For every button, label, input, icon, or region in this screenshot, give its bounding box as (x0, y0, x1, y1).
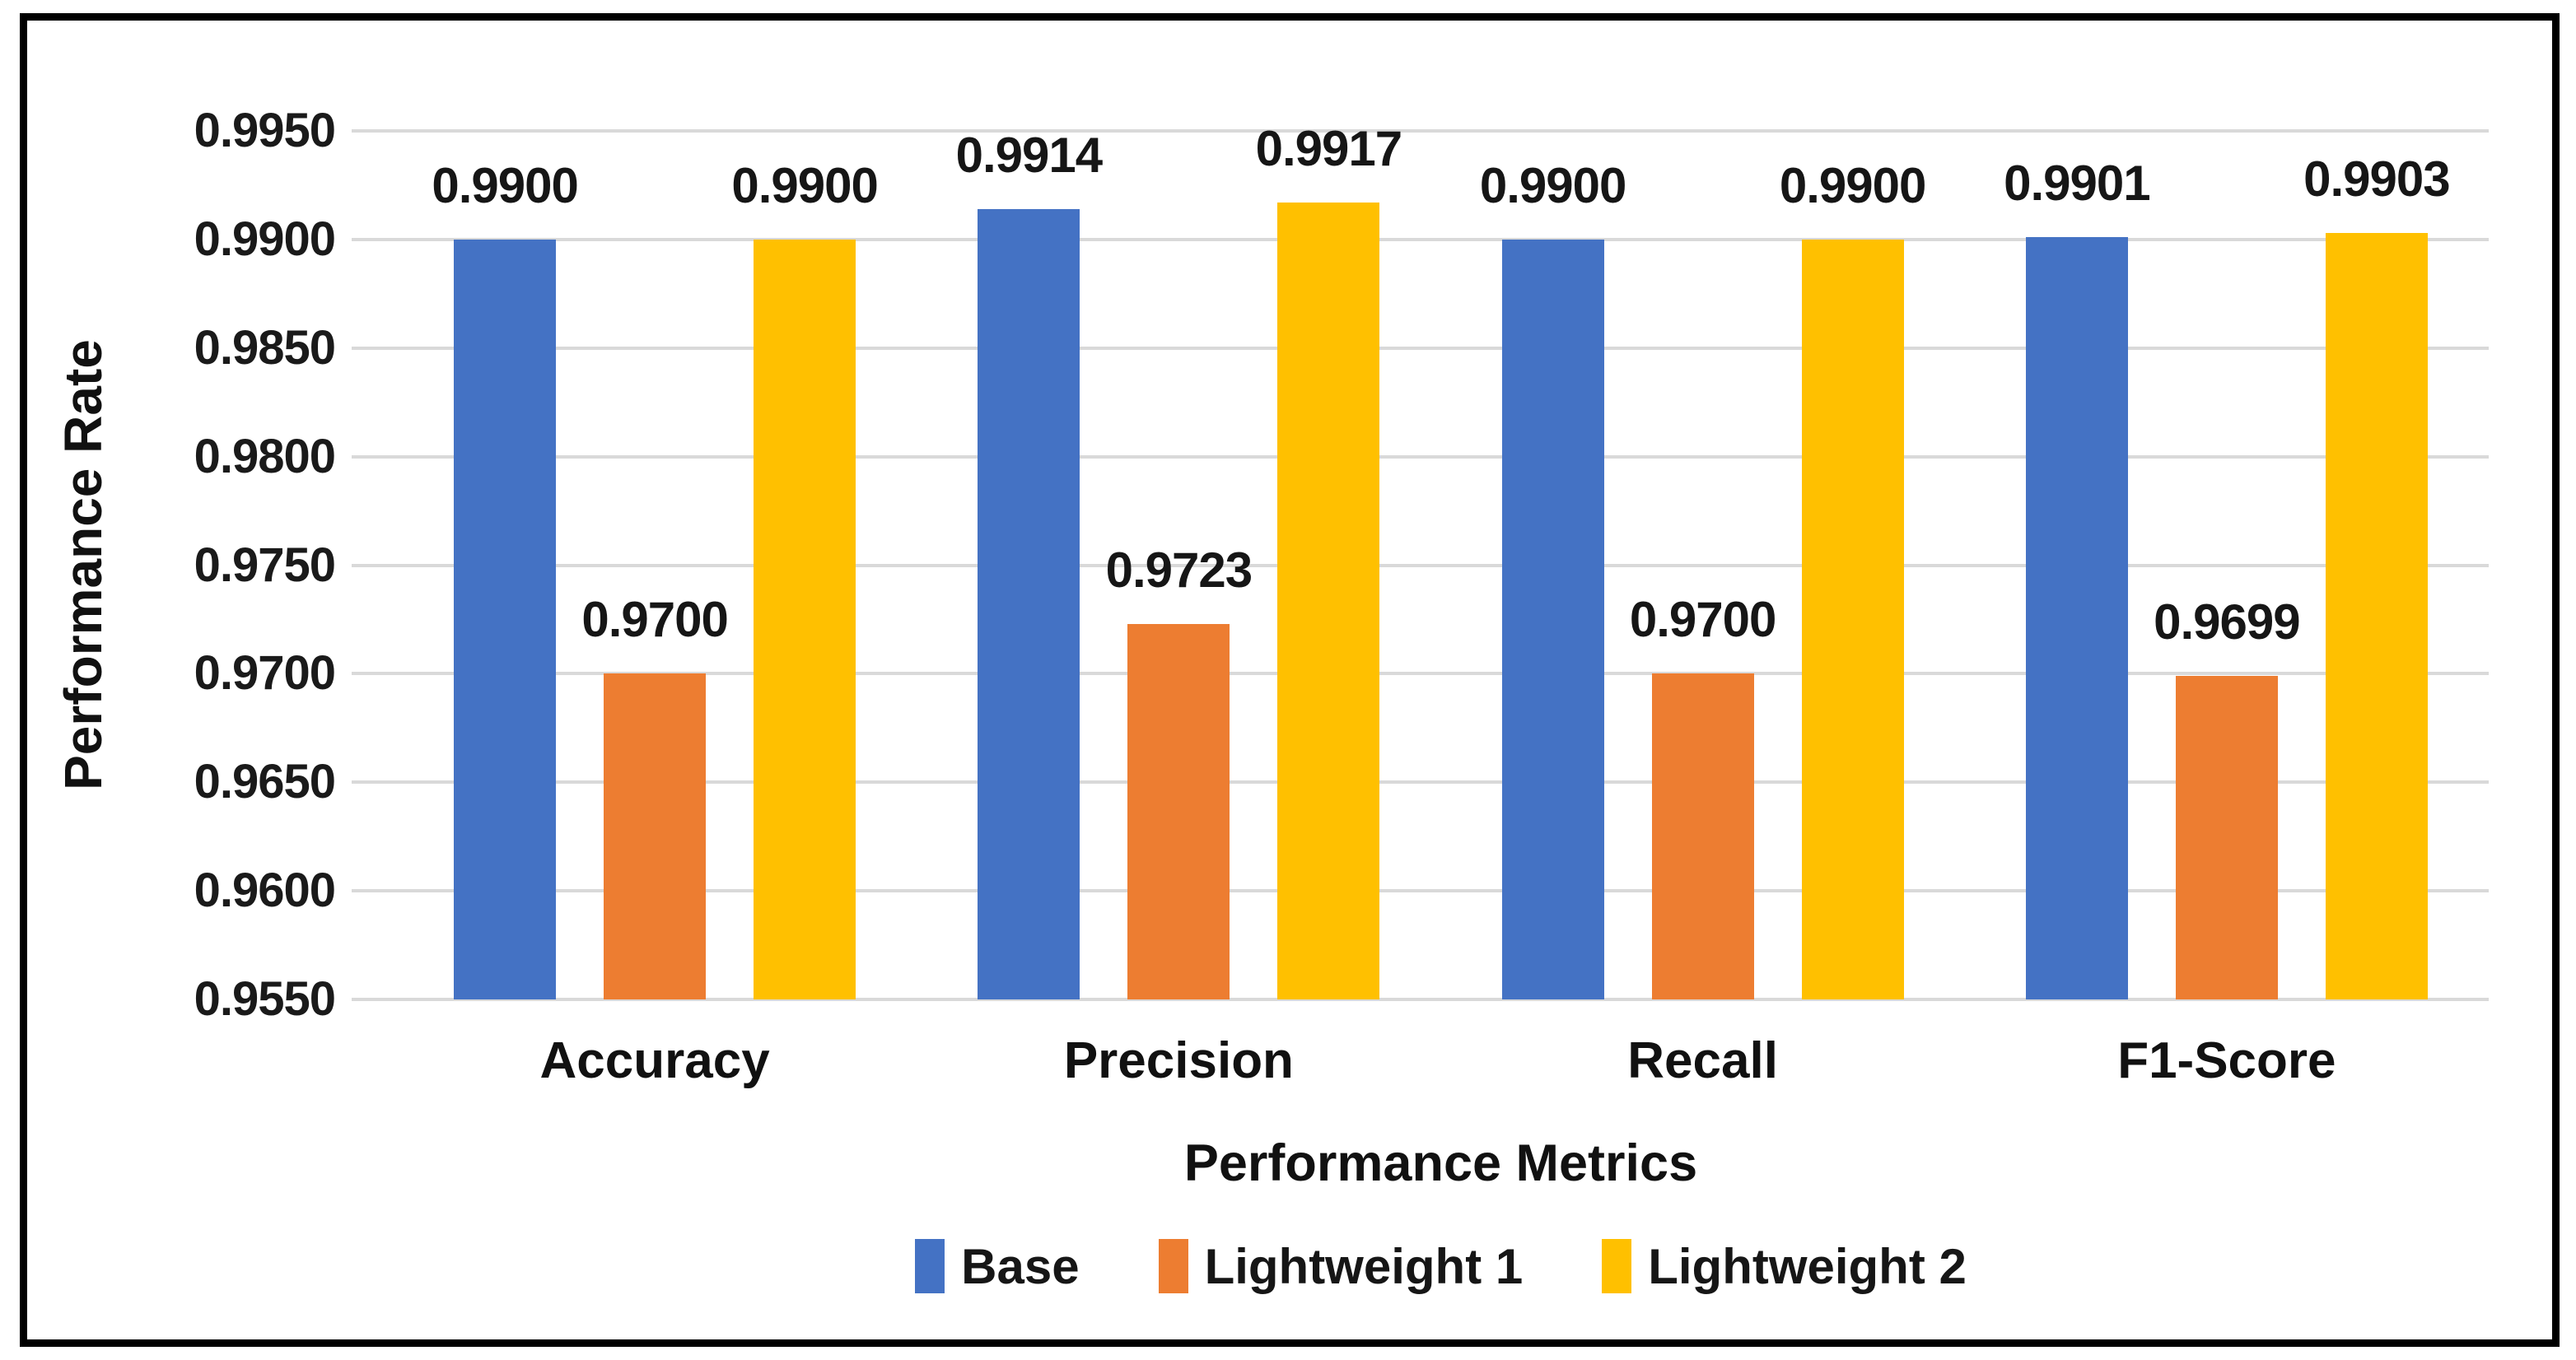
y-axis-tick-mark (352, 563, 393, 567)
gridline (393, 237, 2489, 241)
legend-item: Base (915, 1238, 1080, 1295)
legend-item: Lightweight 1 (1158, 1238, 1524, 1295)
legend-label: Base (961, 1238, 1080, 1294)
legend-swatch-icon (915, 1239, 945, 1293)
y-tick-label: 0.9900 (194, 212, 336, 266)
bar-lightweight-2 (1277, 203, 1380, 999)
bar-value-label: 0.9917 (1255, 121, 1403, 177)
y-tick-label: 0.9800 (194, 429, 336, 483)
y-axis-tick-mark (352, 780, 393, 785)
bar-value-label: 0.9700 (581, 592, 729, 648)
bar-lightweight-2 (1801, 239, 1904, 999)
bar-value-label: 0.9723 (1105, 542, 1253, 598)
y-tick-label: 0.9850 (194, 320, 336, 375)
gridline (393, 780, 2489, 785)
bar-lightweight-2 (2325, 232, 2428, 999)
gridline (393, 129, 2489, 133)
bar-value-label: 0.9900 (1479, 157, 1627, 213)
legend-label: Lightweight 1 (1204, 1238, 1524, 1294)
legend-item: Lightweight 2 (1602, 1238, 1967, 1295)
gridline (393, 998, 2489, 1001)
bar-base (978, 208, 1080, 999)
y-tick-label: 0.9700 (194, 646, 336, 701)
x-category-label: F1-Score (2117, 1032, 2336, 1089)
y-axis-tick-mark (352, 672, 393, 676)
bar-value-label: 0.9700 (1629, 592, 1777, 648)
bar-value-label: 0.9900 (432, 157, 579, 213)
y-tick-label: 0.9950 (194, 104, 336, 157)
x-category-label: Precision (1063, 1032, 1294, 1089)
legend-swatch-icon (1158, 1239, 1188, 1293)
y-tick-label: 0.9600 (194, 864, 336, 918)
gridline (393, 889, 2489, 893)
x-axis-title: Performance Metrics (1183, 1134, 1698, 1192)
y-tick-label: 0.9650 (194, 755, 336, 809)
y-tick-label: 0.9750 (194, 538, 336, 592)
bar-lightweight-1 (1127, 623, 1230, 999)
bar-value-label: 0.9903 (2303, 151, 2451, 207)
bar-base (454, 239, 557, 999)
bar-value-label: 0.9901 (2004, 156, 2151, 212)
bar-chart: Performance Rate Performance Metrics Bas… (27, 21, 2552, 1339)
x-category-label: Recall (1627, 1032, 1778, 1089)
bar-lightweight-1 (604, 673, 707, 999)
bar-value-label: 0.9900 (1779, 157, 1927, 213)
bar-lightweight-1 (2175, 676, 2278, 999)
y-tick-label: 0.9550 (194, 972, 336, 1026)
y-axis-tick-mark (352, 237, 393, 241)
y-axis-tick-mark (352, 346, 393, 350)
x-category-label: Accuracy (539, 1032, 770, 1089)
y-axis-tick-mark (352, 998, 393, 1001)
bar-base (2025, 237, 2128, 999)
gridline (393, 454, 2489, 459)
gridline (393, 346, 2489, 350)
bar-value-label: 0.9699 (2154, 594, 2301, 650)
y-axis-tick-mark (352, 889, 393, 893)
gridline (393, 672, 2489, 676)
legend-swatch-icon (1602, 1239, 1632, 1293)
y-axis-tick-mark (352, 129, 393, 133)
chart-border-frame: Performance Rate Performance Metrics Bas… (20, 13, 2560, 1347)
legend: Base Lightweight 1 Lightweight 2 (393, 1229, 2489, 1303)
bar-base (1501, 239, 1604, 999)
bar-value-label: 0.9914 (955, 127, 1104, 183)
y-axis-tick-mark (352, 454, 393, 459)
bar-value-label: 0.9900 (731, 157, 879, 213)
gridline (393, 563, 2489, 567)
bar-lightweight-1 (1651, 673, 1754, 999)
legend-label: Lightweight 2 (1648, 1238, 1967, 1294)
bar-lightweight-2 (754, 239, 856, 999)
